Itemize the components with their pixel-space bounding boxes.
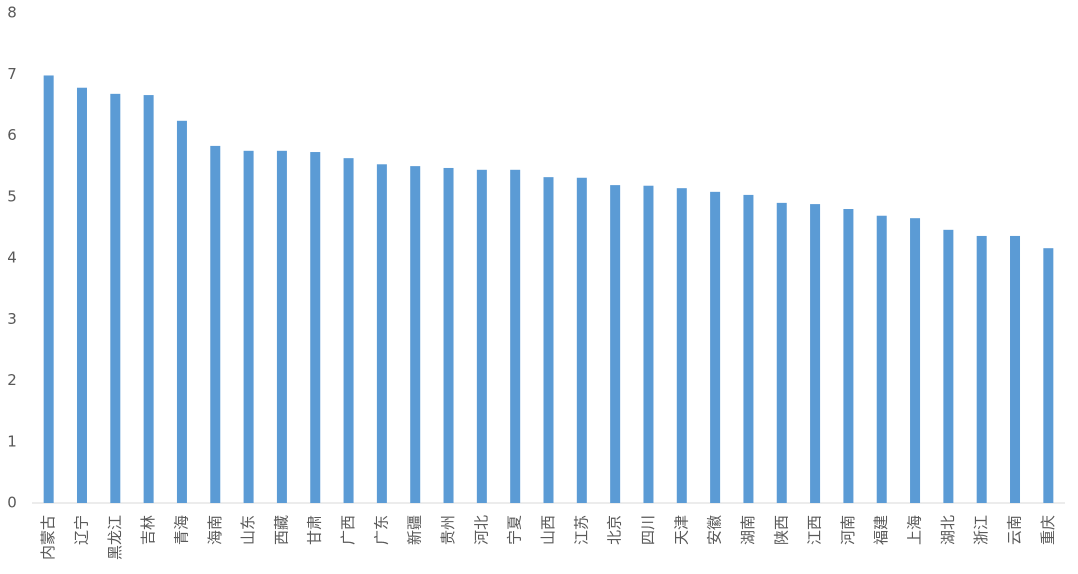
x-tick-label: 海南 [206,515,224,545]
x-tick-label: 辽宁 [72,515,90,545]
bar [543,177,554,503]
bar [576,177,587,503]
bar [976,235,987,503]
bar [876,215,887,504]
x-tick-label: 北京 [606,515,624,545]
x-tick-label: 山东 [239,515,257,545]
bar [243,150,254,503]
bar [76,87,87,503]
x-tick-label: 江苏 [572,515,590,545]
x-tick-label: 广西 [339,515,357,545]
y-tick-label: 6 [7,126,17,144]
y-tick-label: 0 [7,494,17,512]
x-tick-label: 安徽 [706,515,724,545]
bar [476,169,487,504]
x-tick-label: 云南 [1006,515,1024,545]
y-tick-label: 1 [7,432,17,450]
x-tick-label: 重庆 [1039,515,1057,545]
x-tick-label: 贵州 [439,515,457,545]
bar [610,185,621,504]
y-tick-label: 7 [7,65,17,83]
x-tick-label: 内蒙古 [39,515,57,560]
x-tick-label: 浙江 [972,515,990,545]
x-tick-label: 江西 [806,515,824,545]
bar [510,169,521,504]
bar [276,150,287,503]
x-tick-label: 湖北 [939,515,957,545]
x-tick-label: 河北 [472,515,490,545]
y-tick-label: 8 [7,4,17,22]
x-tick-label: 西藏 [272,515,290,545]
bar [376,164,387,503]
bar [710,191,721,503]
bar [743,194,754,503]
bar [343,158,354,503]
bar [443,167,454,503]
x-tick-label: 河南 [839,515,857,545]
x-tick-label: 陕西 [772,515,790,545]
bar [1043,248,1054,503]
bar [1010,235,1021,503]
x-tick-label: 湖南 [739,515,757,545]
bar [176,120,187,504]
bar [676,188,687,504]
bar [776,202,787,503]
x-tick-label: 青海 [172,515,190,545]
x-tick-label: 吉林 [139,515,157,545]
y-tick-label: 2 [7,371,17,389]
x-tick-label: 福建 [872,515,890,545]
y-tick-label: 5 [7,187,17,205]
bar [110,93,121,503]
x-tick-label: 黑龙江 [106,515,124,560]
bar [410,166,421,503]
x-tick-label: 四川 [639,515,657,545]
bar [810,204,821,503]
x-tick-label: 甘肃 [306,515,324,545]
bar [43,75,54,503]
x-tick-label: 上海 [906,515,924,545]
x-tick-label: 天津 [672,515,690,545]
x-tick-label: 广东 [372,515,390,545]
y-tick-label: 3 [7,310,17,328]
x-tick-label: 山西 [539,515,557,545]
bar [910,218,921,503]
bar [843,209,854,503]
x-tick-label: 宁夏 [506,515,524,545]
bar [943,229,954,503]
bar [310,152,321,503]
bar [143,95,154,503]
y-tick-label: 4 [7,249,17,267]
x-tick-label: 新疆 [406,515,424,545]
bar [210,145,221,503]
bar [643,185,654,503]
